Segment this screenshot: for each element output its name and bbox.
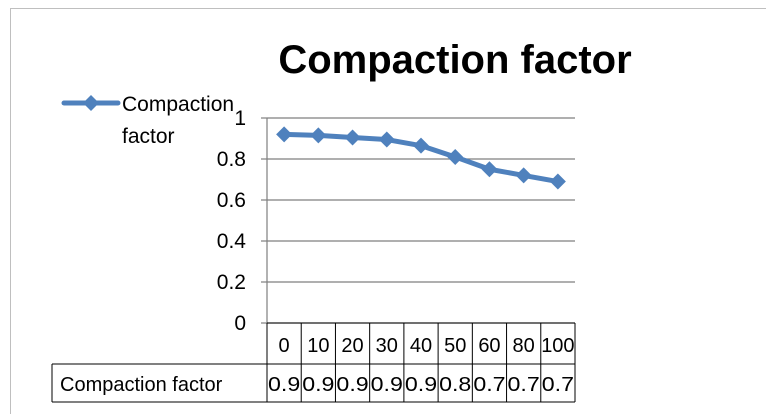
- data-point: [276, 126, 293, 143]
- y-tick-label: 0.6: [217, 189, 246, 212]
- data-point: [310, 127, 327, 144]
- x-tick-label: 50: [444, 335, 466, 357]
- x-tick-label: 80: [513, 335, 535, 357]
- data-table-value: 0.7: [473, 374, 505, 396]
- data-table-value: 0.9: [405, 374, 437, 396]
- data-table-value: 0.7: [508, 374, 540, 396]
- y-tick-label: 0.2: [217, 271, 246, 294]
- data-table-value: 0.9: [371, 374, 403, 396]
- x-tick-label: 40: [410, 335, 432, 357]
- data-point: [447, 148, 464, 165]
- legend-marker: [83, 95, 99, 111]
- x-tick-label: 0: [279, 335, 290, 357]
- data-point: [344, 129, 361, 146]
- data-table-value: 0.7: [542, 374, 574, 396]
- x-tick-label: 100: [541, 335, 574, 357]
- x-tick-label: 20: [341, 335, 363, 357]
- series-group: [276, 126, 566, 190]
- legend: Compaction factor: [61, 93, 234, 148]
- data-table-value: 0.9: [302, 374, 334, 396]
- data-point: [515, 167, 532, 184]
- gridlines: [267, 117, 575, 283]
- y-tick-label: 1: [234, 107, 246, 130]
- data-table-value: 0.9: [336, 374, 368, 396]
- x-tick-label: 30: [376, 335, 398, 357]
- data-point: [413, 137, 429, 154]
- x-tick-label: 60: [478, 335, 500, 357]
- x-tick-label: 10: [307, 335, 329, 357]
- y-tick-label: 0.8: [217, 148, 246, 171]
- chart-title: Compaction factor: [278, 38, 631, 82]
- y-tick-label: 0: [234, 312, 246, 335]
- data-table-value: 0.8: [439, 374, 471, 396]
- chart-frame: [10, 8, 766, 414]
- y-tick-label: 0.4: [217, 230, 247, 253]
- legend-label-line1: Compaction: [122, 93, 234, 116]
- data-point: [378, 131, 395, 148]
- y-tick-labels: 0 0.2 0.4 0.6 0.8 1: [217, 107, 247, 335]
- data-point: [549, 173, 566, 190]
- table-series-label: Compaction factor: [60, 374, 223, 396]
- data-point: [481, 161, 498, 178]
- data-table-value: 0.9: [268, 374, 300, 396]
- legend-label-line2: factor: [122, 125, 175, 148]
